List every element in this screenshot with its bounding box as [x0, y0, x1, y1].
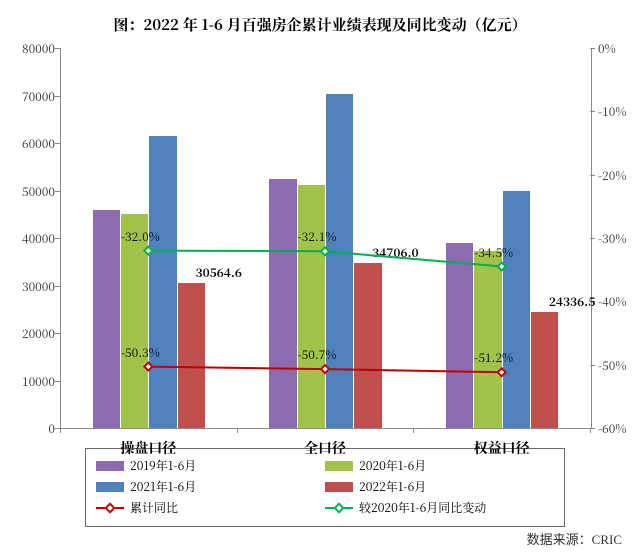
y-left-tick-label: 60000: [5, 135, 55, 152]
bar-value-label: 34706.0: [372, 244, 418, 261]
legend-label: 2021年1-6月: [130, 478, 196, 495]
bar-value-label: 30564.6: [196, 264, 242, 281]
y-left-tick-label: 70000: [5, 88, 55, 105]
x-category-label: 全口径: [304, 438, 346, 458]
chart-title: 图：2022 年 1-6 月百强房企累计业绩表现及同比变动（亿元）: [0, 14, 640, 35]
legend-swatch: [325, 461, 353, 471]
legend-line-swatch: [96, 503, 124, 513]
legend-item: 累计同比: [96, 499, 325, 516]
legend-swatch: [96, 482, 124, 492]
bar: [93, 210, 120, 428]
y-left-tick-label: 20000: [5, 325, 55, 342]
y-left-tick-label: 50000: [5, 183, 55, 200]
y-right-tick-label: -50%: [598, 357, 640, 374]
legend-item: 2020年1-6月: [325, 457, 554, 474]
bar: [298, 185, 325, 428]
bar: [269, 179, 296, 428]
y-right-tick-label: -40%: [598, 293, 640, 310]
y-left-tick-label: 10000: [5, 373, 55, 390]
y-right-tick-label: -20%: [598, 167, 640, 184]
legend-label: 累计同比: [130, 499, 178, 516]
y-right-tick-label: -60%: [598, 420, 640, 437]
bar: [326, 94, 353, 428]
legend-item: 2021年1-6月: [96, 478, 325, 495]
y-right-tick-label: 0%: [598, 40, 640, 57]
line-value-label: -32.1%: [298, 228, 337, 245]
legend-label: 2019年1-6月: [130, 457, 196, 474]
y-left-tick-label: 0: [5, 420, 55, 437]
bar: [149, 136, 176, 428]
legend-swatch: [96, 461, 124, 471]
bar: [503, 191, 530, 428]
legend-item: 2022年1-6月: [325, 478, 554, 495]
x-category-label: 权益口径: [474, 438, 530, 458]
bar-value-label: 24336.5: [549, 293, 595, 310]
legend-label: 2022年1-6月: [359, 478, 426, 495]
legend-swatch: [325, 482, 353, 492]
y-right-tick-label: -30%: [598, 230, 640, 247]
legend-label: 较2020年1-6月同比变动: [359, 499, 486, 516]
y-left-tick-label: 40000: [5, 230, 55, 247]
line-value-label: -34.5%: [474, 244, 513, 261]
chart-figure: 图：2022 年 1-6 月百强房企累计业绩表现及同比变动（亿元） 2019年1…: [0, 0, 640, 558]
bar: [531, 312, 558, 428]
legend: 2019年1-6月 2020年1-6月 2021年1-6月 2022年1-6月累计同比…: [85, 448, 565, 527]
y-left-tick-label: 80000: [5, 40, 55, 57]
source-label: 数据来源：CRIC: [527, 529, 622, 548]
legend-label: 2020年1-6月: [359, 457, 426, 474]
x-category-label: 操盘口径: [120, 438, 176, 458]
bar: [446, 243, 473, 428]
legend-item: 较2020年1-6月同比变动: [325, 499, 554, 516]
bar: [121, 214, 148, 428]
bar: [474, 251, 501, 428]
line-value-label: -50.7%: [298, 346, 337, 363]
line-value-label: -32.0%: [121, 228, 160, 245]
legend-line-swatch: [325, 503, 353, 513]
bar: [178, 283, 205, 428]
y-right-tick-label: -10%: [598, 103, 640, 120]
legend-item: 2019年1-6月: [96, 457, 325, 474]
line-value-label: -51.2%: [474, 349, 513, 366]
line-value-label: -50.3%: [121, 344, 160, 361]
y-left-tick-label: 30000: [5, 278, 55, 295]
bar: [354, 263, 381, 428]
